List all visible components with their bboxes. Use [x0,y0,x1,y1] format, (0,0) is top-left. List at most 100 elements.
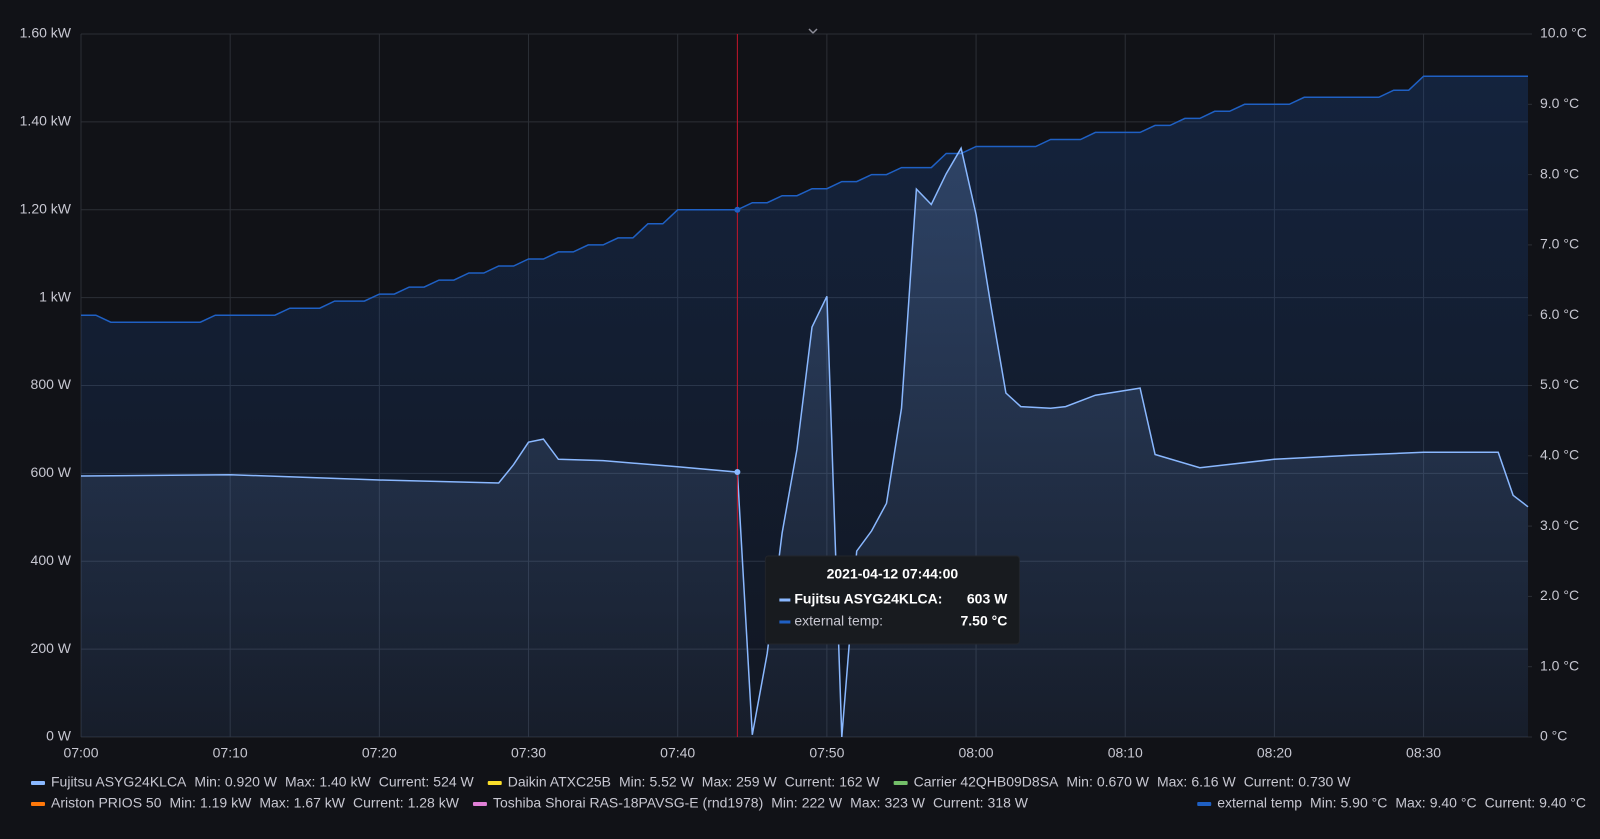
y-tick-label: 600 W [31,464,72,480]
legend-text: Max: [702,774,732,790]
y2-tick-label: 4.0 °C [1540,447,1579,463]
legend-text: 162 W [839,774,880,790]
legend-text: 0.730 W [1298,774,1351,790]
legend-text: 524 W [433,774,474,790]
legend-text: Max: [850,795,880,811]
legend-item[interactable]: Toshiba Shorai RAS-18PAVSG-E (rnd1978) Mi… [472,795,1029,811]
legend-text: Current: [1244,774,1295,790]
legend-text: Ariston PRIOS 50 [51,795,162,811]
y-tick-label: 1.60 kW [20,25,72,41]
legend-text: Min: [194,774,220,790]
legend-text: 9.40 °C [1430,795,1477,811]
legend-text: Current: [1485,795,1536,811]
cursor-point [734,206,741,213]
legend-text: Max: [285,774,315,790]
legend-text: Min: [1066,774,1092,790]
x-tick-label: 08:20 [1257,745,1292,761]
legend-text: 0.670 W [1097,774,1150,790]
y2-tick-label: 0 °C [1540,728,1567,744]
legend-swatch [31,781,45,785]
y2-tick-label: 3.0 °C [1540,517,1579,533]
legend-text: 1.40 kW [319,774,371,790]
legend-swatch [487,781,502,785]
legend-text: 6.16 W [1191,774,1236,790]
x-tick-label: 07:10 [213,745,248,761]
legend-text: Min: [619,774,645,790]
cursor-point [734,469,741,476]
legend-swatch [472,802,487,806]
legend-text: Min: [1310,795,1336,811]
y-tick-label: 0 W [46,728,72,744]
legend-text: Max: [259,795,289,811]
legend-text: Min: [170,795,196,811]
x-tick-label: 07:00 [63,745,98,761]
x-tick-label: 07:20 [362,745,397,761]
x-tick-label: 07:30 [511,745,546,761]
legend-text: 1.28 kW [408,795,460,811]
y-tick-label: 1.40 kW [20,113,72,129]
area-fill [81,148,1528,737]
y2-tick-label: 9.0 °C [1540,95,1579,111]
x-tick-label: 08:00 [959,745,994,761]
x-tick-label: 08:10 [1108,745,1143,761]
legend-text: Fujitsu ASYG24KLCA [51,774,187,790]
y2-tick-label: 7.0 °C [1540,236,1579,252]
legend-text: 323 W [885,795,926,811]
y-tick-label: 1 kW [39,288,72,304]
tooltip-swatch [779,620,791,624]
legend-text: Max: [1157,774,1187,790]
legend-text: 9.40 °C [1539,795,1586,811]
x-tick-label: 07:50 [809,745,844,761]
y-tick-label: 200 W [31,640,72,656]
legend-item[interactable]: external temp Min: 5.90 °C Max: 9.40 °C Curre… [1197,795,1586,811]
x-tick-label: 08:30 [1406,745,1441,761]
legend-text: Min: [771,795,797,811]
legend-text: Current: [379,774,430,790]
legend-swatch [31,802,45,806]
tooltip-label: Fujitsu ASYG24KLCA: [794,591,942,607]
legend-text: Current: [785,774,836,790]
legend-text: 1.67 kW [294,795,346,811]
tooltip-label: external temp: [794,613,883,629]
legend-text: 259 W [736,774,777,790]
legend-text: Max: [1395,795,1425,811]
legend-text: 0.920 W [225,774,278,790]
legend-item[interactable]: Carrier 42QHB09D8SA Min: 0.670 W Max: 6.16 W… [893,774,1352,790]
legend-text: Current: [933,795,984,811]
legend-swatch [893,781,908,785]
y-tick-label: 400 W [31,552,72,568]
legend-text: 5.90 °C [1341,795,1388,811]
tooltip-value: 7.50 °C [961,613,1008,629]
y2-tick-label: 1.0 °C [1540,657,1579,673]
legend-text: Daikin ATXC25B [508,774,611,790]
collapse-chevron[interactable] [808,28,818,35]
series-line [81,75,1528,323]
series-line [80,146,1529,738]
legend-text: 318 W [988,795,1029,811]
tooltip-swatch [779,598,791,602]
legend-item[interactable]: Fujitsu ASYG24KLCA Min: 0.920 W Max: 1.40 kW… [31,774,475,790]
legend-text: Toshiba Shorai RAS-18PAVSG-E (rnd1978) [493,795,763,811]
tooltip: 2021-04-12 07:44:00 Fujitsu ASYG24KLCA: 60… [764,555,1020,645]
legend-swatch [1197,802,1212,806]
legend-text: Current: [353,795,404,811]
y2-tick-label: 5.0 °C [1540,376,1579,392]
x-tick-label: 07:40 [660,745,695,761]
tooltip-value: 603 W [967,591,1008,607]
y2-tick-label: 8.0 °C [1540,165,1579,181]
legend-item[interactable]: Daikin ATXC25B Min: 5.52 W Max: 259 W Current… [487,774,881,790]
legend-text: 1.19 kW [200,795,252,811]
y2-tick-label: 6.0 °C [1540,306,1579,322]
y2-tick-label: 10.0 °C [1540,25,1587,41]
legend-text: external temp [1217,795,1302,811]
legend-text: Carrier 42QHB09D8SA [914,774,1059,790]
y-tick-label: 800 W [31,376,72,392]
legend-text: 5.52 W [649,774,694,790]
tooltip-box [764,555,1020,645]
y2-tick-label: 2.0 °C [1540,587,1579,603]
y-tick-label: 1.20 kW [20,200,72,216]
legend-text: 222 W [802,795,843,811]
legend-item[interactable]: Ariston PRIOS 50 Min: 1.19 kW Max: 1.67 kW Cu… [31,795,460,811]
